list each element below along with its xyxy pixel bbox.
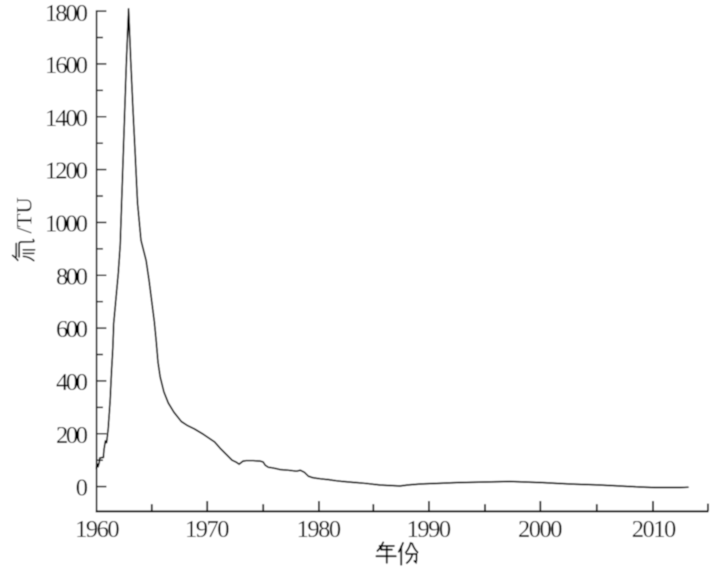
svg-text:2000: 2000 bbox=[518, 516, 563, 543]
svg-text:800: 800 bbox=[56, 263, 88, 290]
svg-text:1200: 1200 bbox=[45, 158, 88, 185]
svg-text:1990: 1990 bbox=[407, 516, 452, 543]
svg-text:/TU: /TU bbox=[12, 197, 37, 233]
svg-text:1000: 1000 bbox=[45, 210, 88, 237]
svg-text:0: 0 bbox=[76, 475, 88, 502]
svg-text:1970: 1970 bbox=[185, 516, 230, 543]
svg-text:1400: 1400 bbox=[45, 105, 88, 132]
svg-text:400: 400 bbox=[56, 369, 88, 396]
svg-text:1980: 1980 bbox=[297, 516, 342, 543]
svg-text:1960: 1960 bbox=[75, 516, 119, 543]
svg-text:1800: 1800 bbox=[45, 0, 88, 27]
svg-text:1600: 1600 bbox=[45, 52, 88, 79]
svg-text:2010: 2010 bbox=[632, 516, 677, 543]
svg-text:200: 200 bbox=[56, 422, 88, 449]
svg-text:600: 600 bbox=[56, 316, 88, 343]
